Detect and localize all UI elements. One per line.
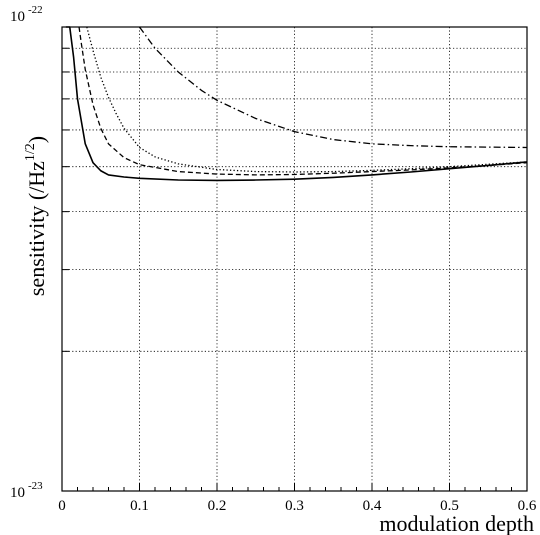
- x-tick-label: 0.1: [130, 498, 149, 514]
- x-tick-label: 0: [58, 498, 66, 514]
- x-tick-labels: 0 0.1 0.2 0.3 0.4 0.5 0.6: [58, 47, 537, 514]
- x-tick-label: 0.3: [285, 498, 304, 514]
- grid: [62, 27, 527, 491]
- series-line-solid: [65, 26, 528, 182]
- x-tick-label: 0.5: [440, 498, 459, 514]
- series-line-dotted: [86, 26, 528, 173]
- x-tick-label: 0.2: [208, 498, 227, 514]
- y-bottom-tick-label: 10 -23: [10, 480, 43, 501]
- x-tick-label: 0.6: [518, 498, 537, 514]
- x-axis-label: modulation depth: [379, 511, 534, 535]
- y-axis-label: sensitivity (/Hz1/2): [23, 136, 49, 296]
- x-tick-label: 0.4: [363, 498, 382, 514]
- series-line-dashed: [78, 26, 528, 176]
- y-top-tick-label: 10 -22: [10, 4, 43, 25]
- series-layer: [65, 26, 528, 182]
- series-line-dash-dot: [138, 26, 528, 149]
